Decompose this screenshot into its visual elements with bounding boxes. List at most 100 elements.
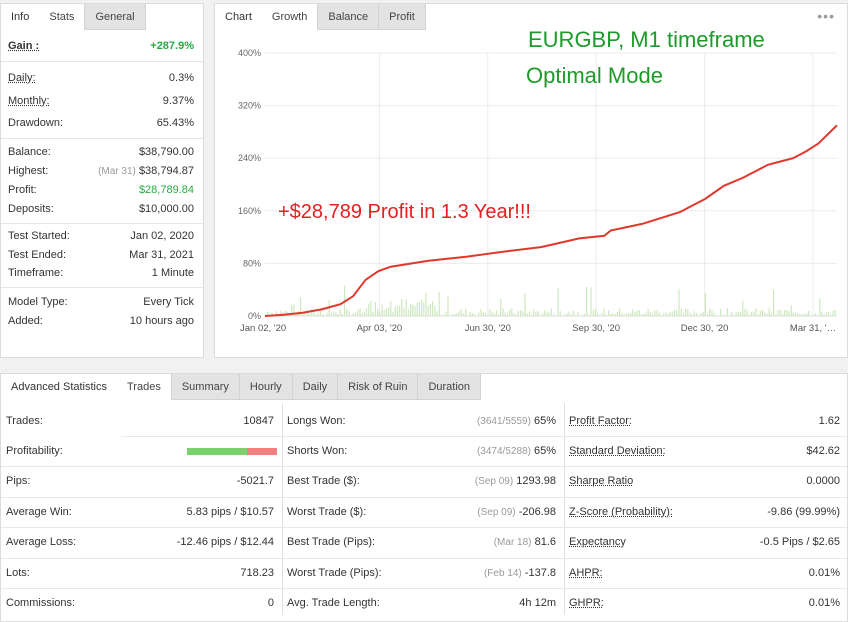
stat-label[interactable]: Expectancy bbox=[569, 536, 626, 548]
tab-duration[interactable]: Duration bbox=[418, 374, 482, 400]
volume-bar bbox=[480, 308, 482, 316]
volume-bar bbox=[469, 312, 471, 316]
volume-bar bbox=[394, 306, 396, 316]
stat-label: Commissions: bbox=[6, 597, 76, 609]
stat-average-loss: Average Loss: -12.46 pips / $12.44 bbox=[1, 527, 282, 557]
stat-ahpr: AHPR: 0.01% bbox=[564, 558, 848, 588]
ellipsis-icon[interactable]: ••• bbox=[817, 8, 835, 24]
stat-lots: Lots: 718.23 bbox=[1, 558, 282, 588]
volume-bar bbox=[671, 311, 673, 316]
volume-bar bbox=[542, 312, 544, 316]
volume-bar bbox=[416, 302, 418, 316]
volume-bar bbox=[797, 313, 799, 316]
tab-summary[interactable]: Summary bbox=[171, 374, 240, 400]
volume-bar bbox=[775, 314, 777, 316]
stat-value: 4h 12m bbox=[519, 597, 556, 609]
volume-bar bbox=[564, 314, 566, 316]
timeframe-row: Timeframe: 1 Minute bbox=[8, 264, 194, 282]
volume-bar bbox=[825, 311, 827, 316]
volume-bar bbox=[526, 313, 528, 316]
stat-label[interactable]: Z-Score (Probability): bbox=[569, 506, 673, 518]
tab-stats[interactable]: Stats bbox=[39, 4, 86, 30]
volume-bar bbox=[346, 309, 348, 316]
volume-bar bbox=[396, 306, 398, 316]
stat-value: 81.6 bbox=[534, 536, 556, 548]
stat-longs-won: Longs Won: (3641/5559) 65% bbox=[282, 406, 564, 436]
monthly-label[interactable]: Monthly: bbox=[8, 95, 50, 107]
gain-label[interactable]: Gain : bbox=[8, 40, 40, 52]
x-tick-label: Apr 03, '20 bbox=[357, 323, 403, 334]
tab-growth[interactable]: Growth bbox=[261, 4, 319, 30]
stat-note: (3641/5559) bbox=[476, 416, 531, 427]
tab-hourly[interactable]: Hourly bbox=[239, 374, 293, 400]
deposits-row: Deposits: $10,000.00 bbox=[8, 200, 194, 218]
advanced-title: Advanced Statistics bbox=[1, 374, 117, 400]
volume-bar bbox=[707, 314, 709, 316]
test-started-row: Test Started: Jan 02, 2020 bbox=[8, 227, 194, 245]
volume-bar bbox=[577, 312, 579, 316]
volume-bar bbox=[304, 313, 306, 316]
volume-bar bbox=[533, 309, 535, 316]
stat-label: Lots: bbox=[6, 567, 30, 579]
stat-label: Trades: bbox=[6, 415, 43, 427]
stat-value: 718.23 bbox=[240, 567, 274, 579]
chart-y-axis: 0% 80% 160% 240% 320% 400% bbox=[238, 48, 261, 321]
volume-bar bbox=[445, 311, 447, 316]
balance-value: $38,790.00 bbox=[138, 146, 194, 158]
stat-worst-trade-pips: Worst Trade (Pips): (Feb 14) -137.8 bbox=[282, 558, 564, 588]
volume-bar bbox=[803, 313, 805, 316]
tab-info[interactable]: Info bbox=[1, 4, 40, 30]
volume-bar bbox=[539, 315, 541, 316]
tab-balance[interactable]: Balance bbox=[318, 4, 380, 30]
stat-label[interactable]: Profit Factor: bbox=[569, 415, 632, 427]
volume-bar bbox=[374, 302, 376, 316]
highest-value: $38,794.87 bbox=[138, 165, 194, 177]
volume-bar bbox=[407, 309, 409, 316]
tab-daily[interactable]: Daily bbox=[292, 374, 339, 400]
tab-risk-of-ruin[interactable]: Risk of Ruin bbox=[338, 374, 419, 400]
volume-bar bbox=[737, 312, 739, 316]
volume-bar bbox=[504, 312, 506, 316]
balance-label: Balance: bbox=[8, 146, 51, 158]
volume-bar bbox=[685, 308, 687, 316]
volume-bar bbox=[823, 314, 825, 316]
volume-bar bbox=[720, 309, 722, 316]
tab-profit[interactable]: Profit bbox=[379, 4, 426, 30]
stat-label[interactable]: GHPR: bbox=[569, 597, 604, 609]
volume-bar bbox=[401, 298, 403, 316]
stat-value-wrap: (Sep 09) 1293.98 bbox=[475, 466, 556, 497]
tab-trades[interactable]: Trades bbox=[117, 374, 172, 400]
volume-bar bbox=[467, 315, 469, 316]
stat-label[interactable]: Standard Deviation: bbox=[569, 445, 666, 457]
volume-bar bbox=[432, 301, 434, 316]
volume-bar bbox=[643, 313, 645, 316]
volume-bar bbox=[302, 314, 304, 316]
stat-note: (Sep 09) bbox=[474, 476, 514, 487]
volume-bar bbox=[636, 310, 638, 316]
volume-bar bbox=[742, 300, 744, 316]
volume-bar bbox=[311, 308, 313, 316]
volume-bar bbox=[753, 311, 755, 316]
volume-bar bbox=[418, 302, 420, 316]
volume-bar bbox=[828, 312, 830, 316]
volume-bar bbox=[500, 298, 502, 316]
volume-bar bbox=[810, 315, 812, 316]
chart-volume-bars bbox=[267, 285, 836, 316]
volume-bar bbox=[317, 312, 319, 316]
row-divider bbox=[1, 527, 847, 528]
daily-label[interactable]: Daily: bbox=[8, 72, 36, 84]
chart-panel: Chart Growth Balance Profit ••• 0% 80% 160… bbox=[214, 3, 848, 358]
stat-label[interactable]: AHPR: bbox=[569, 567, 603, 579]
volume-bar bbox=[654, 310, 656, 316]
volume-bar bbox=[834, 309, 836, 316]
test-started-label: Test Started: bbox=[8, 230, 70, 242]
tab-general[interactable]: General bbox=[85, 4, 146, 30]
stat-worst-trade-usd: Worst Trade ($): (Sep 09) -206.98 bbox=[282, 497, 564, 527]
tab-chart[interactable]: Chart bbox=[215, 4, 262, 30]
volume-bar bbox=[638, 310, 640, 316]
stat-value-wrap: (3474/5288) 65% bbox=[477, 436, 556, 467]
stat-label[interactable]: Sharpe Ratio bbox=[569, 475, 634, 487]
volume-bar bbox=[572, 310, 574, 316]
divider bbox=[1, 138, 203, 139]
monthly-row: Monthly: 9.37% bbox=[8, 92, 194, 110]
